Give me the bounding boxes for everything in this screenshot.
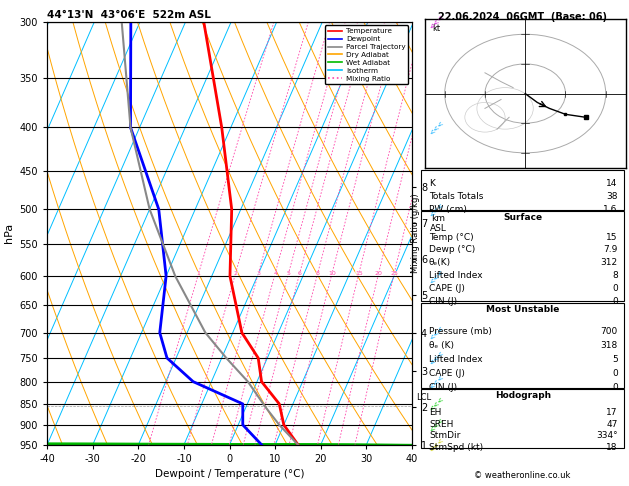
Text: SREH: SREH [429,420,454,429]
Text: <<<: <<< [428,417,444,433]
Text: 700: 700 [601,327,618,336]
Text: K: K [429,179,435,188]
Text: 2: 2 [233,271,238,276]
Text: 20: 20 [375,271,382,276]
Text: <<<: <<< [428,324,444,341]
Text: Totals Totals: Totals Totals [429,192,483,201]
Text: 38: 38 [606,192,618,201]
Text: Pressure (mb): Pressure (mb) [429,327,492,336]
Text: 10: 10 [328,271,336,276]
Text: 0: 0 [612,297,618,306]
Text: PW (cm): PW (cm) [429,206,467,214]
Text: © weatheronline.co.uk: © weatheronline.co.uk [474,471,571,480]
Text: <<<: <<< [428,14,444,30]
Text: 0: 0 [612,369,618,378]
Text: <<<: <<< [428,268,444,284]
Text: 3: 3 [257,271,260,276]
Text: 44°13'N  43°06'E  522m ASL: 44°13'N 43°06'E 522m ASL [47,10,211,20]
Text: 22.06.2024  06GMT  (Base: 06): 22.06.2024 06GMT (Base: 06) [438,12,606,22]
Text: 15: 15 [606,233,618,242]
Text: <<<: <<< [428,396,444,412]
Text: 6: 6 [298,271,302,276]
Text: 14: 14 [606,179,618,188]
Text: StmSpd (kt): StmSpd (kt) [429,443,483,452]
Text: 18: 18 [606,443,618,452]
Text: <<<: <<< [428,373,444,390]
Text: Temp (°C): Temp (°C) [429,233,474,242]
Text: CAPE (J): CAPE (J) [429,284,465,293]
Text: 25: 25 [391,271,398,276]
Text: CIN (J): CIN (J) [429,383,457,392]
Text: Mixing Ratio (g/kg): Mixing Ratio (g/kg) [411,193,420,273]
Text: 5: 5 [287,271,291,276]
Y-axis label: km
ASL: km ASL [430,214,447,233]
Text: Most Unstable: Most Unstable [486,305,559,314]
Text: 1.6: 1.6 [603,206,618,214]
Text: 4: 4 [273,271,277,276]
Text: Hodograph: Hodograph [494,391,551,399]
Text: Lifted Index: Lifted Index [429,271,482,280]
Text: CIN (J): CIN (J) [429,297,457,306]
Text: Lifted Index: Lifted Index [429,355,482,364]
Text: LCL: LCL [416,393,431,402]
Text: kt: kt [433,24,441,34]
Text: Surface: Surface [503,213,542,222]
Text: 7.9: 7.9 [603,245,618,255]
Text: StmDir: StmDir [429,432,460,440]
Text: <<<: <<< [428,349,444,366]
Text: <<<: <<< [428,119,444,136]
Text: 0: 0 [612,284,618,293]
Text: <<<: <<< [428,201,444,218]
Text: 0: 0 [612,383,618,392]
Text: 334°: 334° [596,432,618,440]
Text: <<<: <<< [428,436,444,453]
Text: 312: 312 [601,258,618,267]
Text: CAPE (J): CAPE (J) [429,369,465,378]
Text: θₑ (K): θₑ (K) [429,341,454,350]
Legend: Temperature, Dewpoint, Parcel Trajectory, Dry Adiabat, Wet Adiabat, Isotherm, Mi: Temperature, Dewpoint, Parcel Trajectory… [325,25,408,85]
Text: EH: EH [429,408,442,417]
Text: Dewp (°C): Dewp (°C) [429,245,476,255]
Text: 47: 47 [606,420,618,429]
Text: 17: 17 [606,408,618,417]
Text: 1: 1 [197,271,201,276]
Text: 8: 8 [612,271,618,280]
Text: θₑ(K): θₑ(K) [429,258,451,267]
Text: 318: 318 [601,341,618,350]
Text: 5: 5 [612,355,618,364]
X-axis label: Dewpoint / Temperature (°C): Dewpoint / Temperature (°C) [155,469,304,479]
Y-axis label: hPa: hPa [4,223,14,243]
Text: 8: 8 [316,271,320,276]
Text: 15: 15 [355,271,363,276]
